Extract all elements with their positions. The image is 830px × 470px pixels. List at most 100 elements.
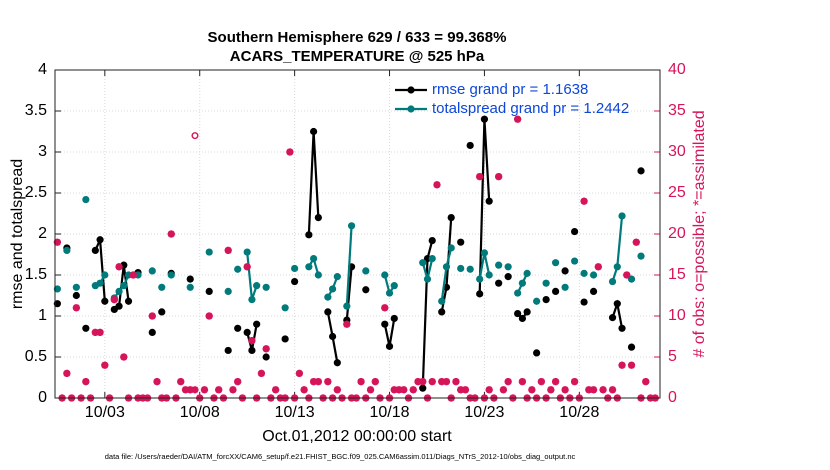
point <box>343 302 351 310</box>
point <box>243 328 251 336</box>
obs-assimilated <box>177 378 185 386</box>
obs-assimilated <box>570 378 579 386</box>
obs-assimilated <box>642 378 650 386</box>
obs-assimilated <box>438 378 446 386</box>
obs-assimilated <box>91 328 99 336</box>
point <box>167 271 175 279</box>
point <box>248 346 256 355</box>
obs-assimilated <box>371 378 379 386</box>
y2-tick-label: 30 <box>668 143 686 160</box>
point <box>262 353 270 361</box>
legend-label: rmse grand pr = 1.1638 <box>432 81 588 98</box>
point <box>476 290 484 298</box>
point <box>552 259 560 267</box>
y2-axis-label: # of obs: o=possible; *=assimilated <box>691 110 708 357</box>
obs-assimilated <box>101 361 109 369</box>
point <box>485 271 493 279</box>
x-tick-label: 10/03 <box>85 404 125 421</box>
point <box>305 231 313 239</box>
legend-marker <box>407 105 415 113</box>
y-tick-label: 1 <box>38 307 47 324</box>
point <box>291 264 299 273</box>
point <box>82 195 90 204</box>
point <box>243 248 251 256</box>
point <box>91 246 99 254</box>
point <box>115 287 123 295</box>
y2-tick-label: 15 <box>668 266 686 283</box>
x-tick-label: 10/13 <box>275 404 315 421</box>
point <box>310 255 318 263</box>
obs-assimilated <box>599 386 607 394</box>
y-tick-label: 3.5 <box>25 102 47 119</box>
obs-assimilated <box>191 386 199 394</box>
x-tick-label: 10/18 <box>370 404 410 421</box>
point <box>423 275 432 283</box>
point <box>542 296 550 304</box>
obs-assimilated <box>333 386 341 394</box>
point <box>248 296 256 304</box>
point <box>224 287 232 295</box>
obs-assimilated <box>181 386 190 394</box>
point <box>281 335 289 343</box>
point <box>333 273 341 281</box>
point <box>419 259 427 267</box>
point <box>618 324 626 332</box>
point <box>428 236 436 245</box>
x-tick-label: 10/08 <box>180 404 220 421</box>
point <box>390 282 398 290</box>
obs-assimilated <box>96 328 104 336</box>
point <box>101 297 109 305</box>
point <box>589 287 598 295</box>
y2-tick-label: 25 <box>668 184 686 201</box>
obs-assimilated <box>224 246 232 254</box>
obs-assimilated <box>461 386 470 394</box>
point <box>328 285 337 293</box>
obs-assimilated <box>632 238 640 246</box>
point <box>495 279 503 287</box>
point <box>419 384 427 392</box>
y-axis-label: rmse and totalspread <box>9 159 26 309</box>
point <box>523 308 531 316</box>
obs-assimilated <box>357 378 365 386</box>
y2-tick-label: 0 <box>668 389 677 406</box>
point <box>514 289 522 297</box>
y2-tick-label: 20 <box>668 225 686 242</box>
point <box>253 320 261 328</box>
obs-assimilated <box>514 115 522 123</box>
point <box>385 342 394 350</box>
chart-title: Southern Hemisphere 629 / 633 = 99.368% <box>208 29 507 46</box>
chart-title: ACARS_TEMPERATURE @ 525 hPa <box>230 48 485 65</box>
point <box>561 283 569 291</box>
point <box>613 263 621 271</box>
point <box>518 314 526 323</box>
obs-assimilated <box>153 378 161 386</box>
y2-tick-label: 35 <box>668 102 686 119</box>
point <box>608 314 617 322</box>
point <box>552 287 560 295</box>
obs-assimilated <box>537 378 545 386</box>
y-tick-label: 0 <box>38 389 47 406</box>
point <box>158 308 166 316</box>
point <box>580 269 588 277</box>
point <box>589 271 598 279</box>
point <box>115 302 123 310</box>
obs-assimilated <box>457 386 465 394</box>
obs-assimilated <box>390 386 398 394</box>
obs-assimilated <box>608 386 617 394</box>
obs-assimilated <box>381 304 389 312</box>
obs-assimilated <box>495 173 503 181</box>
obs-assimilated <box>314 378 322 386</box>
point <box>476 275 484 283</box>
obs-assimilated <box>120 353 128 361</box>
x-tick-label: 10/23 <box>464 404 504 421</box>
point <box>442 263 451 271</box>
point <box>428 255 436 263</box>
obs-assimilated <box>518 378 526 386</box>
obs-assimilated <box>63 369 71 377</box>
obs-assimilated <box>110 296 118 304</box>
obs-assimilated <box>148 312 156 320</box>
point <box>580 298 588 306</box>
point <box>186 283 194 291</box>
point <box>328 332 337 341</box>
